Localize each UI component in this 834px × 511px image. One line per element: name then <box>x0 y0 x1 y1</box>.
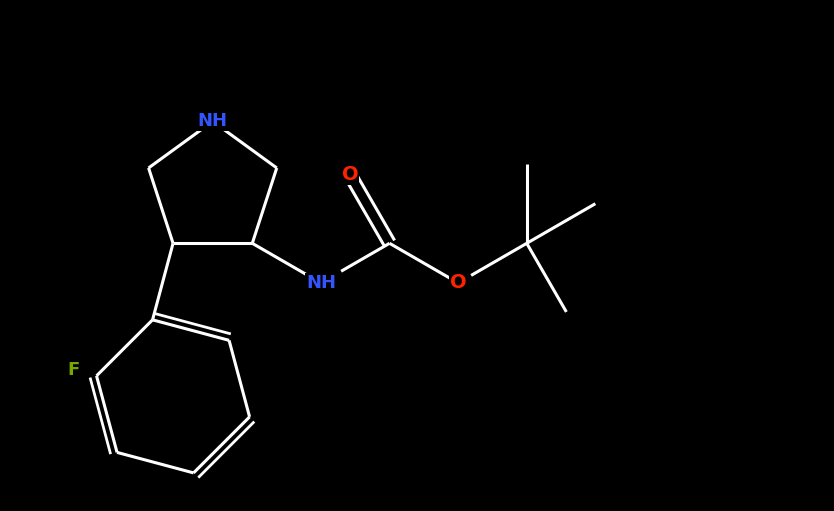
Text: F: F <box>68 361 80 379</box>
Text: O: O <box>450 273 466 292</box>
Text: O: O <box>342 165 359 184</box>
Text: NH: NH <box>198 112 228 130</box>
Text: NH: NH <box>306 274 336 292</box>
